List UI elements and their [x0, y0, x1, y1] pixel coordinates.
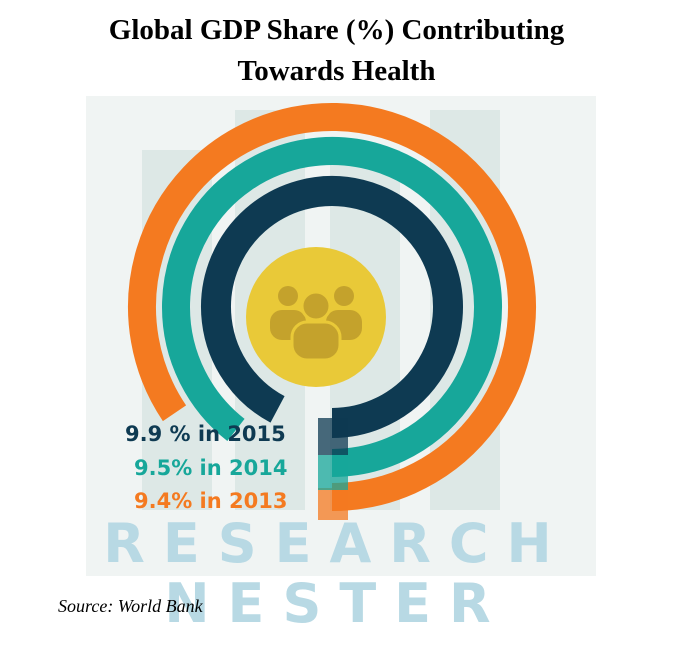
label-2013: 9.4% in 2013	[134, 489, 288, 513]
arc-group	[128, 103, 536, 520]
arc-stub-2015	[318, 418, 348, 455]
chart-title-line2: Towards Health	[237, 55, 436, 87]
arc-2013	[128, 103, 536, 511]
arc-2015	[201, 176, 463, 438]
chart-title-line1: Global GDP Share (%) Contributing	[108, 14, 565, 46]
label-2014: 9.5% in 2014	[134, 456, 288, 480]
chart-title: Global GDP Share (%) Contributing Toward…	[0, 10, 673, 92]
arc-2014	[162, 137, 502, 477]
arc-stub-2014	[318, 455, 348, 490]
label-2015: 9.9 % in 2015	[125, 422, 286, 446]
arc-stub-2013	[318, 488, 348, 520]
watermark-text-line2: NESTER	[164, 572, 509, 635]
group-people-icon	[270, 286, 362, 362]
source-note: Source: World Bank	[58, 596, 203, 616]
watermark-text-line1: RESEARCH	[103, 512, 570, 575]
